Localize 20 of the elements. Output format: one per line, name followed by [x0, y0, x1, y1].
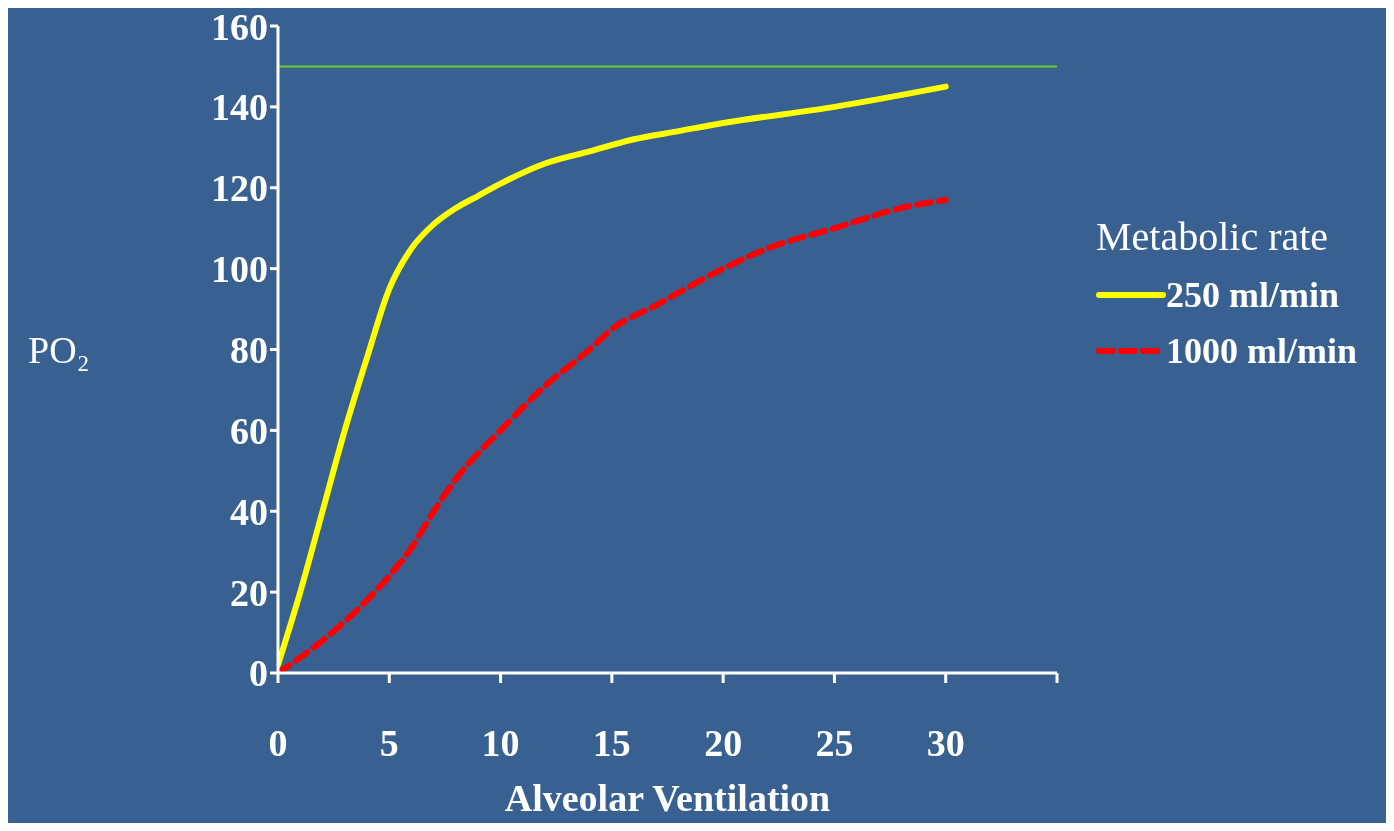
- legend-title: Metabolic rate: [1096, 213, 1330, 260]
- y-tick-label: 0: [249, 652, 268, 695]
- y-tick-label: 140: [211, 86, 268, 129]
- y-tick-label: 100: [211, 248, 268, 291]
- y-tick-label: 40: [230, 490, 268, 533]
- x-tick-label: 25: [815, 721, 854, 764]
- y-tick-label: 160: [211, 5, 268, 48]
- x-tick-label: 30: [926, 721, 965, 764]
- y-tick-label: 20: [230, 571, 268, 614]
- x-axis-title: Alveolar Ventilation: [504, 777, 831, 819]
- y-tick-label: 60: [230, 409, 268, 452]
- x-tick-label: 15: [592, 721, 631, 764]
- legend-label: 1000 ml/min: [1166, 330, 1358, 372]
- x-tick-label: 20: [704, 721, 743, 764]
- x-tick-label: 5: [379, 721, 399, 764]
- legend-label: 250 ml/min: [1166, 274, 1340, 316]
- y-tick-label: 80: [230, 328, 268, 371]
- x-tick-label: 10: [481, 721, 520, 764]
- y-tick-label: 120: [211, 167, 268, 210]
- y-axis-title: PO₂: [28, 328, 90, 371]
